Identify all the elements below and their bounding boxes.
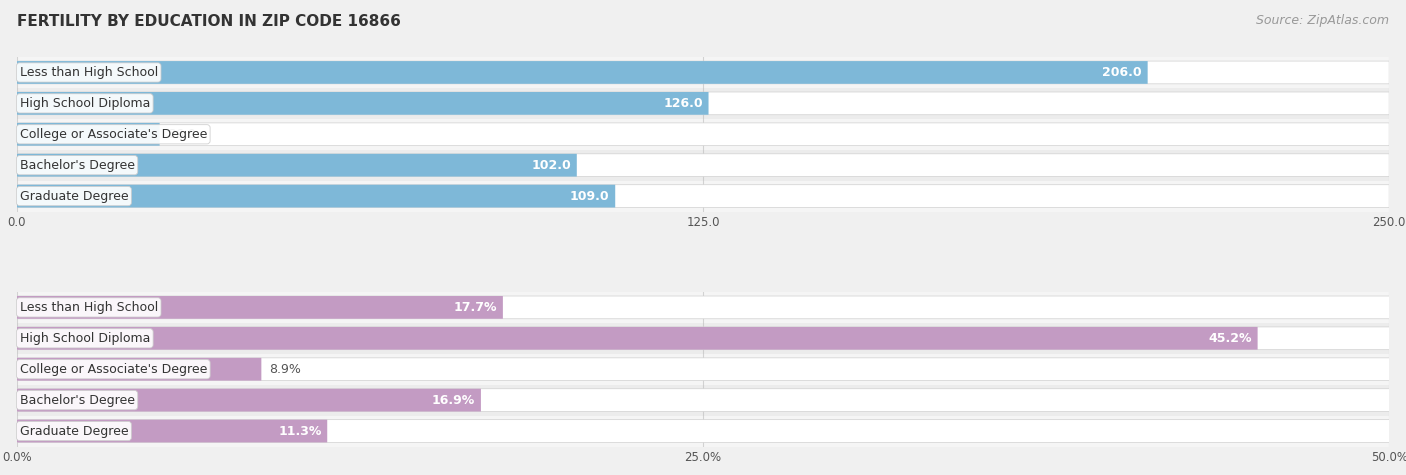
Text: High School Diploma: High School Diploma xyxy=(20,97,150,110)
Text: College or Associate's Degree: College or Associate's Degree xyxy=(20,128,207,141)
FancyBboxPatch shape xyxy=(17,420,1389,442)
Text: 102.0: 102.0 xyxy=(531,159,571,171)
Text: Graduate Degree: Graduate Degree xyxy=(20,425,128,437)
Text: 16.9%: 16.9% xyxy=(432,394,475,407)
Text: FERTILITY BY EDUCATION IN ZIP CODE 16866: FERTILITY BY EDUCATION IN ZIP CODE 16866 xyxy=(17,14,401,29)
Text: High School Diploma: High School Diploma xyxy=(20,332,150,345)
FancyBboxPatch shape xyxy=(17,92,1389,115)
Text: 8.9%: 8.9% xyxy=(270,363,301,376)
FancyBboxPatch shape xyxy=(17,185,616,208)
Text: 109.0: 109.0 xyxy=(569,190,610,203)
FancyBboxPatch shape xyxy=(17,358,262,380)
Text: Bachelor's Degree: Bachelor's Degree xyxy=(20,159,135,171)
Bar xyxy=(17,57,1389,88)
Text: 11.3%: 11.3% xyxy=(278,425,322,437)
Text: 126.0: 126.0 xyxy=(664,97,703,110)
Text: Less than High School: Less than High School xyxy=(20,66,157,79)
FancyBboxPatch shape xyxy=(17,61,1147,84)
Bar xyxy=(17,323,1389,354)
Bar xyxy=(17,385,1389,416)
Text: Graduate Degree: Graduate Degree xyxy=(20,190,128,203)
Bar xyxy=(17,88,1389,119)
FancyBboxPatch shape xyxy=(17,389,481,411)
Bar xyxy=(17,150,1389,180)
Text: 26.0: 26.0 xyxy=(167,128,195,141)
FancyBboxPatch shape xyxy=(17,92,709,115)
FancyBboxPatch shape xyxy=(17,123,1389,146)
Bar xyxy=(17,416,1389,446)
FancyBboxPatch shape xyxy=(17,296,1389,319)
FancyBboxPatch shape xyxy=(17,123,160,146)
FancyBboxPatch shape xyxy=(17,185,1389,208)
FancyBboxPatch shape xyxy=(17,154,1389,177)
FancyBboxPatch shape xyxy=(17,327,1257,350)
Bar xyxy=(17,119,1389,150)
Text: Bachelor's Degree: Bachelor's Degree xyxy=(20,394,135,407)
FancyBboxPatch shape xyxy=(17,154,576,177)
Bar xyxy=(17,354,1389,385)
Text: College or Associate's Degree: College or Associate's Degree xyxy=(20,363,207,376)
FancyBboxPatch shape xyxy=(17,420,328,442)
FancyBboxPatch shape xyxy=(17,61,1389,84)
Bar xyxy=(17,180,1389,211)
Text: 17.7%: 17.7% xyxy=(454,301,498,314)
Text: 45.2%: 45.2% xyxy=(1208,332,1251,345)
Text: Less than High School: Less than High School xyxy=(20,301,157,314)
Text: 206.0: 206.0 xyxy=(1102,66,1142,79)
FancyBboxPatch shape xyxy=(17,296,503,319)
FancyBboxPatch shape xyxy=(17,358,1389,380)
FancyBboxPatch shape xyxy=(17,389,1389,411)
Bar xyxy=(17,292,1389,323)
Text: Source: ZipAtlas.com: Source: ZipAtlas.com xyxy=(1256,14,1389,27)
FancyBboxPatch shape xyxy=(17,327,1389,350)
